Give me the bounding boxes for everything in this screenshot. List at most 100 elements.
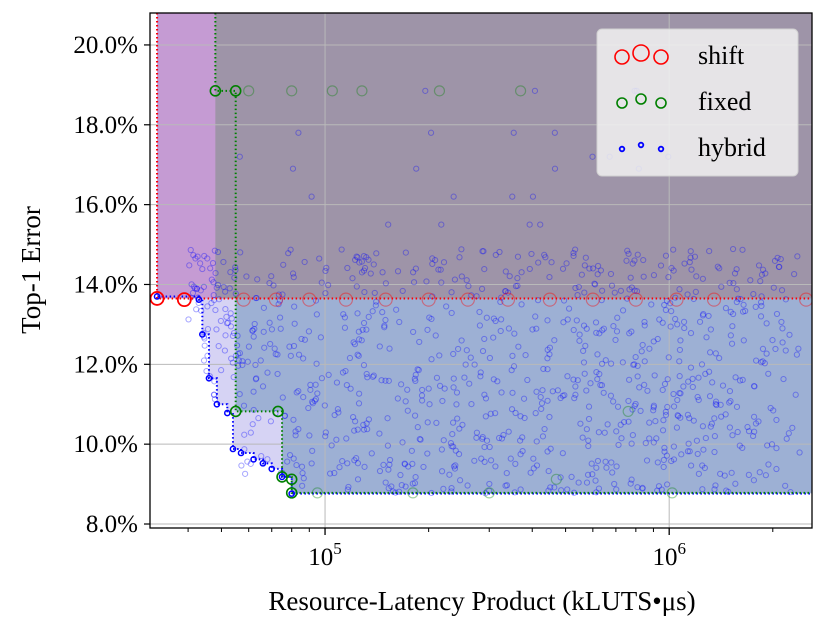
hybrid-point xyxy=(251,320,258,328)
hybrid-point xyxy=(533,462,541,469)
hybrid-point xyxy=(598,360,606,367)
hybrid-point xyxy=(673,424,681,431)
hybrid-point xyxy=(560,319,567,326)
hybrid-point xyxy=(721,472,728,479)
hybrid-point xyxy=(707,423,714,430)
hybrid-pareto-point xyxy=(278,473,286,481)
hybrid-point xyxy=(252,376,260,383)
hybrid-point xyxy=(384,442,391,449)
hybrid-point xyxy=(582,254,589,261)
hybrid-point xyxy=(290,342,298,350)
hybrid-point xyxy=(241,431,248,438)
hybrid-point xyxy=(257,357,264,364)
hybrid-point xyxy=(733,403,741,410)
hybrid-point xyxy=(559,450,566,457)
hybrid-point xyxy=(660,456,667,464)
hybrid-point xyxy=(717,401,724,408)
hybrid-point xyxy=(759,266,767,273)
hybrid-point xyxy=(204,352,211,359)
hybrid-point xyxy=(681,260,688,267)
hybrid-point xyxy=(461,374,468,381)
hybrid-point xyxy=(614,403,622,410)
hybrid-point xyxy=(700,311,707,318)
hybrid-point xyxy=(292,432,299,439)
hybrid-point xyxy=(300,475,307,482)
hybrid-point xyxy=(780,375,787,383)
hybrid-point xyxy=(208,276,215,283)
hybrid-point xyxy=(227,310,234,317)
fixed-point xyxy=(550,473,562,485)
hybrid-point xyxy=(661,444,668,452)
hybrid-point xyxy=(617,287,625,294)
hybrid-point xyxy=(650,404,657,411)
hybrid-point xyxy=(253,294,260,302)
hybrid-point xyxy=(438,468,446,475)
hybrid-point xyxy=(600,325,607,332)
hybrid-point xyxy=(537,393,544,401)
hybrid-point xyxy=(547,445,554,452)
hybrid-point xyxy=(770,407,777,414)
hybrid-point xyxy=(502,288,509,295)
hybrid-point xyxy=(242,470,249,477)
hybrid-point xyxy=(453,401,460,408)
hybrid-point xyxy=(351,457,358,464)
hybrid-point xyxy=(498,435,506,442)
hybrid-point xyxy=(365,416,373,423)
hybrid-point xyxy=(712,398,720,405)
hybrid-point xyxy=(260,328,267,335)
hybrid-point xyxy=(662,306,669,314)
hybrid-point xyxy=(551,165,559,172)
hybrid-point xyxy=(674,321,681,328)
hybrid-pareto-point xyxy=(237,449,245,457)
hybrid-point xyxy=(591,280,598,287)
hybrid-point xyxy=(628,284,635,291)
hybrid-point xyxy=(512,283,520,290)
legend-box xyxy=(596,28,799,177)
hybrid-point xyxy=(526,265,533,273)
hybrid-point xyxy=(739,376,746,383)
plot-area-frame xyxy=(149,12,813,529)
y-tick-label: 8.0% xyxy=(86,511,138,538)
hybrid-point xyxy=(676,373,683,380)
hybrid-point xyxy=(625,397,632,405)
hybrid-point xyxy=(419,386,426,394)
hybrid-point xyxy=(707,326,714,333)
hybrid-point xyxy=(733,266,740,273)
hybrid-point xyxy=(311,397,318,404)
hybrid-point xyxy=(706,248,713,255)
hybrid-point xyxy=(512,409,519,417)
hybrid-point xyxy=(779,325,786,332)
hybrid-point xyxy=(351,427,358,434)
hybrid-point xyxy=(487,410,494,417)
hybrid-point xyxy=(729,432,736,439)
hybrid-point xyxy=(451,276,459,283)
hybrid-point xyxy=(290,416,297,423)
hybrid-point xyxy=(274,370,281,378)
hybrid-point xyxy=(410,269,417,276)
hybrid-point xyxy=(607,360,615,367)
hybrid-point xyxy=(306,432,313,439)
hybrid-point xyxy=(233,342,241,349)
hybrid-point xyxy=(210,279,217,286)
hybrid-point xyxy=(713,401,720,409)
hybrid-point xyxy=(768,441,776,448)
fixed-pareto-point xyxy=(229,85,242,97)
hybrid-point xyxy=(505,325,513,332)
hybrid-point xyxy=(293,461,300,469)
hybrid-point xyxy=(675,412,682,420)
hybrid-point xyxy=(670,267,677,274)
hybrid-point xyxy=(739,444,746,451)
hybrid-point xyxy=(632,400,639,408)
hybrid-point xyxy=(610,323,617,330)
legend-marker-hybrid xyxy=(618,145,626,153)
hybrid-point xyxy=(517,437,524,444)
hybrid-point xyxy=(705,312,712,320)
hybrid-point xyxy=(699,486,706,493)
hybrid-point xyxy=(333,379,341,386)
hybrid-point xyxy=(668,264,675,272)
hybrid-point xyxy=(702,370,709,377)
hybrid-point xyxy=(229,332,236,339)
hybrid-point xyxy=(264,456,271,463)
hybrid-point xyxy=(583,479,591,486)
hybrid-pareto-point xyxy=(198,331,206,338)
